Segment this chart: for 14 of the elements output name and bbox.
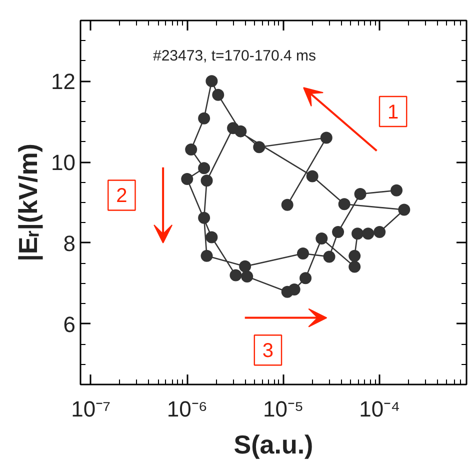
y-tick-label: 6 (63, 312, 76, 337)
y-tick-label: 12 (51, 69, 76, 94)
x-axis-title: S(a.u.) (234, 430, 314, 460)
x-tick-label: 10⁻⁵ (263, 396, 304, 422)
annotation: 3 (262, 340, 274, 362)
annotation: 1 (388, 102, 399, 124)
x-tick-label: 10⁻⁴ (359, 396, 400, 422)
y-axis-title: |Eᵣ|(kV/m) (13, 144, 44, 262)
text: #23473, t=170-170.4 ms (152, 48, 316, 64)
annotation: 2 (116, 185, 128, 208)
x-tick-label: 10⁻⁶ (166, 396, 208, 422)
x-tick-label: 10⁻⁷ (71, 396, 111, 422)
y-tick-label: 8 (63, 230, 76, 256)
y-tick-label: 10 (51, 150, 76, 176)
